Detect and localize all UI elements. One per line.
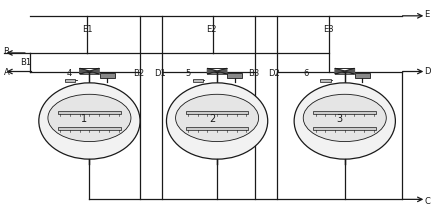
Polygon shape — [207, 68, 217, 74]
Bar — [100, 73, 115, 78]
Text: E: E — [424, 10, 429, 19]
Ellipse shape — [39, 83, 140, 159]
Bar — [320, 79, 331, 82]
Bar — [227, 73, 242, 78]
Ellipse shape — [48, 94, 131, 142]
Bar — [186, 127, 249, 130]
Text: E1: E1 — [82, 25, 93, 34]
Text: 6: 6 — [304, 69, 309, 78]
Text: A: A — [4, 68, 9, 77]
Polygon shape — [345, 68, 354, 74]
Text: 4: 4 — [67, 69, 72, 78]
Bar — [65, 79, 75, 82]
Bar — [313, 111, 376, 114]
Bar — [186, 111, 249, 114]
Text: C: C — [424, 197, 430, 206]
Text: D2: D2 — [268, 69, 280, 78]
Polygon shape — [89, 68, 99, 74]
Text: E2: E2 — [206, 25, 217, 34]
Text: D: D — [424, 67, 431, 76]
Text: B3: B3 — [248, 69, 259, 78]
Ellipse shape — [175, 94, 259, 142]
Text: B2: B2 — [134, 69, 145, 78]
Bar — [58, 127, 121, 130]
Text: 1: 1 — [82, 114, 87, 124]
Text: 2: 2 — [209, 114, 215, 124]
Polygon shape — [335, 68, 345, 74]
Ellipse shape — [167, 83, 268, 159]
Polygon shape — [217, 68, 227, 74]
Text: E3: E3 — [323, 25, 333, 34]
Bar — [313, 127, 376, 130]
Bar — [355, 73, 370, 78]
Bar — [58, 111, 121, 114]
Bar — [193, 79, 203, 82]
Polygon shape — [80, 68, 89, 74]
Text: D1: D1 — [154, 69, 166, 78]
Ellipse shape — [303, 94, 386, 142]
Text: 3: 3 — [337, 114, 343, 124]
Text: 5: 5 — [186, 69, 191, 78]
Ellipse shape — [294, 83, 396, 159]
Text: B1: B1 — [20, 58, 31, 67]
Text: B: B — [4, 47, 9, 56]
